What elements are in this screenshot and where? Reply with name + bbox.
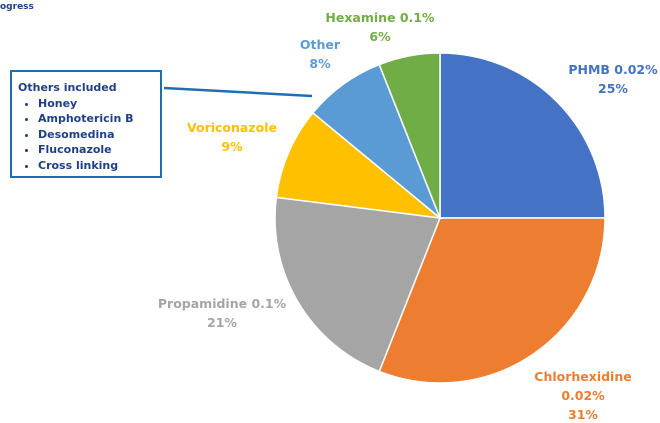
slice-label: PHMB 0.02% 25%: [543, 60, 660, 98]
callout-line: [163, 86, 313, 98]
slice-label: Hexamine 0.1% 6%: [310, 8, 450, 46]
callout-item: Fluconazole: [38, 142, 160, 158]
pie-slice: [378, 217, 606, 384]
value-label: 25%: [598, 81, 628, 96]
value-label: 21%: [207, 315, 237, 330]
pie-slice: [274, 196, 442, 373]
slice-label: Other 8%: [280, 35, 360, 73]
callout-title: Others included: [18, 81, 117, 94]
value-label: 9%: [221, 139, 243, 154]
callout-item: Amphotericin B: [38, 111, 160, 127]
callout-list: HoneyAmphotericin BDesomedinaFluconazole…: [18, 96, 160, 174]
pie-slice: [439, 52, 606, 219]
value-label: 6%: [369, 29, 391, 44]
category-label: Chlorhexidine 0.02%: [534, 369, 632, 403]
pie-slice: [275, 111, 443, 220]
callout-item: Cross linking: [38, 158, 160, 174]
slice-label: Propamidine 0.1% 21%: [142, 294, 302, 332]
category-label: Propamidine 0.1%: [157, 296, 287, 311]
category-label: Other: [299, 37, 341, 52]
slice-label: Chlorhexidine 0.02% 31%: [533, 367, 633, 423]
callout-item: Honey: [38, 96, 160, 112]
pie-slice: [378, 52, 441, 219]
category-label: Voriconazole: [187, 120, 277, 135]
value-label: 8%: [309, 56, 331, 71]
slice-label: Voriconazole 9%: [172, 118, 292, 156]
header: ogress: [0, 2, 34, 12]
category-label: Hexamine 0.1%: [325, 10, 435, 25]
callout-item: Desomedina: [38, 127, 160, 143]
value-label: 31%: [568, 407, 598, 422]
callout-box: Others included HoneyAmphotericin BDesom…: [10, 70, 162, 178]
category-label: PHMB 0.02%: [568, 62, 658, 77]
